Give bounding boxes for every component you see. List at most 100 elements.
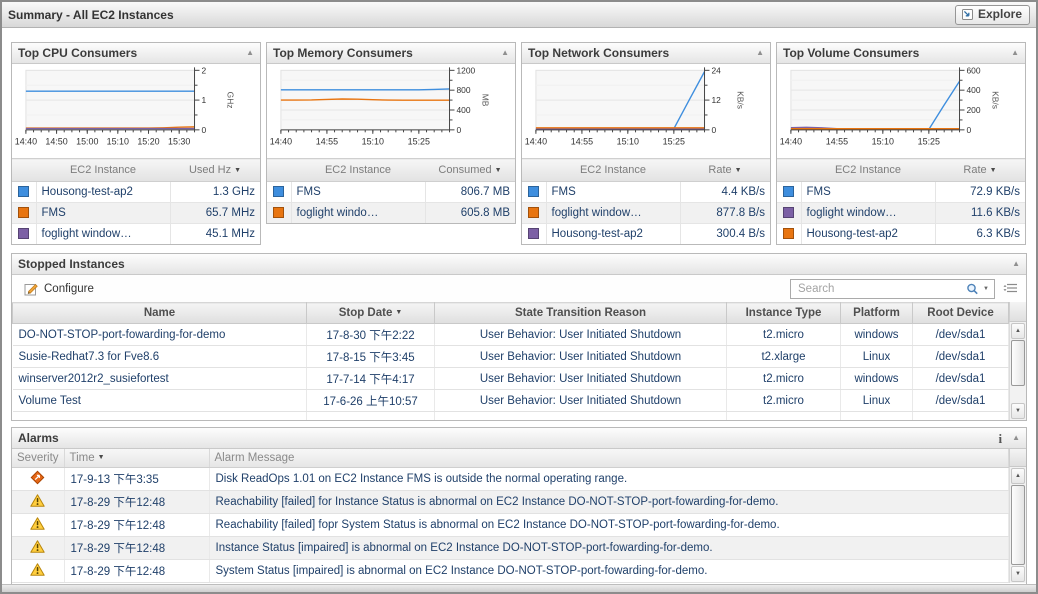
alarm-row[interactable]: 17-8-29 下午12:48 System Status [impaired] … xyxy=(12,559,1009,583)
stopped-instances-header: Stopped Instances ▲ xyxy=(12,254,1026,275)
svg-text:400: 400 xyxy=(456,105,470,115)
collapse-icon[interactable]: ▲ xyxy=(1012,433,1020,442)
instance-name[interactable]: foglight window… xyxy=(36,223,171,244)
scroll-up-button[interactable]: ▲ xyxy=(1011,323,1025,339)
alarms-column-header-0[interactable]: Severity xyxy=(12,449,65,468)
collapse-icon[interactable]: ▲ xyxy=(1011,48,1019,57)
consumer-mini-table: EC2 Instance Used Hz ▼ Housong-test-ap2 1.3 … xyxy=(12,158,260,244)
consumer-row[interactable]: foglight window… 45.1 MHz xyxy=(12,223,260,244)
instance-name-link[interactable]: DO-NOT-STOP-port-fowarding-for-demo xyxy=(12,323,307,346)
search-options-caret-icon[interactable]: ▼ xyxy=(983,285,989,292)
value-column-header[interactable]: Used Hz ▼ xyxy=(170,158,260,182)
panel-title: Top CPU Consumers xyxy=(18,46,138,60)
column-header-0[interactable]: Name xyxy=(12,302,307,324)
scroll-up-button[interactable]: ▲ xyxy=(1011,468,1025,484)
alarms-panel: Alarms i ▲ Severity Time ▼ Alarm Message 17-… xyxy=(11,427,1027,584)
stopped-instances-toolbar: Configure ▼ xyxy=(12,275,1026,302)
stopped-instance-row[interactable]: DO-NOT-STOP-port-fowarding-for-demo 17-8-… xyxy=(12,323,1009,346)
consumer-row[interactable]: foglight window… 877.8 B/s xyxy=(522,202,770,224)
stopped-instance-row[interactable]: winserver2012r2_susiefortest 17-7-14 下午4:… xyxy=(12,367,1009,390)
value-column-header[interactable]: Rate ▼ xyxy=(935,158,1025,182)
column-header-4[interactable]: Platform xyxy=(840,302,913,324)
consumer-mini-table: EC2 Instance Consumed ▼ FMS 806.7 MB foglight… xyxy=(267,158,515,223)
value-column-header[interactable]: Rate ▼ xyxy=(680,158,770,182)
search-box[interactable]: ▼ xyxy=(790,278,995,299)
series-swatch xyxy=(777,181,802,203)
scroll-down-button[interactable]: ▼ xyxy=(1011,403,1025,419)
collapse-icon[interactable]: ▲ xyxy=(1012,259,1020,268)
instance-name[interactable]: Housong-test-ap2 xyxy=(36,181,171,203)
instance-value: 4.4 KB/s xyxy=(680,181,770,203)
consumer-row[interactable]: Housong-test-ap2 6.3 KB/s xyxy=(777,223,1025,244)
consumer-row[interactable]: Housong-test-ap2 300.4 B/s xyxy=(522,223,770,244)
search-icon[interactable] xyxy=(965,282,980,296)
stopped-instance-row[interactable]: Susie-Redhat7.3 for Fve8.6 17-8-15 下午3:45… xyxy=(12,345,1009,368)
instance-name[interactable]: foglight window… xyxy=(546,202,681,224)
severity-cell[interactable] xyxy=(12,490,65,514)
column-header-1[interactable]: Stop Date ▼ xyxy=(306,302,435,324)
scroll-down-button[interactable]: ▼ xyxy=(1011,566,1025,582)
scroll-thumb[interactable] xyxy=(1011,340,1025,386)
alarms-vertical-scrollbar[interactable]: ▲ ▼ xyxy=(1009,467,1026,583)
consumer-row[interactable]: FMS 72.9 KB/s xyxy=(777,181,1025,203)
column-header-2[interactable]: State Transition Reason xyxy=(434,302,727,324)
instance-name[interactable]: Housong-test-ap2 xyxy=(546,223,681,244)
severity-cell[interactable] xyxy=(12,536,65,560)
configure-button[interactable]: Configure xyxy=(20,280,98,298)
instance-column-header[interactable]: EC2 Instance xyxy=(546,158,680,182)
instance-name-link[interactable]: Susie-Redhat7.3 for Fve8.6 xyxy=(12,345,307,368)
consumer-row[interactable]: FMS 65.7 MHz xyxy=(12,202,260,224)
severity-cell[interactable] xyxy=(12,559,65,583)
swatch-column-header xyxy=(12,158,36,182)
info-icon[interactable]: i xyxy=(998,430,1003,446)
table-customizer-icon[interactable] xyxy=(1003,282,1018,295)
instance-name-link[interactable]: winserver2012r2_susiefortest xyxy=(12,367,307,390)
cell: User Behavior: User Initiated Shutdown xyxy=(434,389,727,412)
search-input[interactable] xyxy=(796,281,963,296)
panel-title: Top Network Consumers xyxy=(528,46,670,60)
column-header-3[interactable]: Instance Type xyxy=(726,302,841,324)
collapse-icon[interactable]: ▲ xyxy=(246,48,254,57)
instance-name[interactable]: FMS xyxy=(291,181,426,203)
bottom-scrollbar-strip[interactable] xyxy=(2,584,1036,592)
alarm-row[interactable]: 17-8-29 下午12:48 Reachability [failed] for… xyxy=(12,490,1009,514)
scroll-track[interactable] xyxy=(1010,386,1026,402)
instance-column-header[interactable]: EC2 Instance xyxy=(291,158,425,182)
alarms-column-header-2[interactable]: Alarm Message xyxy=(209,449,1009,468)
value-column-header[interactable]: Consumed ▼ xyxy=(425,158,515,182)
alarm-row[interactable]: 17-8-29 下午12:48 Reachability [failed] fop… xyxy=(12,513,1009,537)
alarm-row[interactable]: 17-8-29 下午12:48 Instance Status [impaired… xyxy=(12,536,1009,560)
instance-column-header[interactable]: EC2 Instance xyxy=(801,158,935,182)
consumer-row[interactable]: FMS 806.7 MB xyxy=(267,181,515,203)
series-swatch xyxy=(12,223,37,244)
instance-column-header[interactable]: EC2 Instance xyxy=(36,158,170,182)
instance-name[interactable]: Housong-test-ap2 xyxy=(801,223,936,244)
collapse-icon[interactable]: ▲ xyxy=(756,48,764,57)
stopped-instances-panel: Stopped Instances ▲ Configure xyxy=(11,253,1027,421)
scrollbar-corner xyxy=(1009,449,1026,467)
consumer-row[interactable]: Housong-test-ap2 1.3 GHz xyxy=(12,181,260,203)
alarm-row[interactable]: 17-9-13 下午3:35 Disk ReadOps 1.01 on EC2 I… xyxy=(12,467,1009,491)
instance-name[interactable]: foglight windo… xyxy=(291,202,426,223)
instance-name[interactable]: FMS xyxy=(36,202,171,224)
severity-cell[interactable] xyxy=(12,467,65,491)
instance-name[interactable]: FMS xyxy=(801,181,936,203)
series-color-swatch-icon xyxy=(528,186,540,198)
instance-name[interactable]: FMS xyxy=(546,181,681,203)
consumer-row[interactable]: foglight windo… 605.8 MB xyxy=(267,202,515,223)
panel-header: Top Memory Consumers ▲ xyxy=(267,43,515,64)
scroll-thumb[interactable] xyxy=(1011,485,1025,565)
collapse-icon[interactable]: ▲ xyxy=(501,48,509,57)
stopped-instance-row[interactable]: Volume Test 17-6-26 上午10:57 User Behavior:… xyxy=(12,389,1009,412)
severity-cell[interactable] xyxy=(12,513,65,537)
instance-name-link[interactable]: Volume Test xyxy=(12,389,307,412)
stopped-vertical-scrollbar[interactable]: ▲ ▼ xyxy=(1009,322,1026,420)
instance-name[interactable]: foglight window… xyxy=(801,202,936,224)
svg-text:15:20: 15:20 xyxy=(137,137,159,147)
alarms-column-header-1[interactable]: Time ▼ xyxy=(64,449,210,468)
consumer-row[interactable]: FMS 4.4 KB/s xyxy=(522,181,770,203)
explore-button[interactable]: Explore xyxy=(954,4,1030,25)
column-header-5[interactable]: Root Device xyxy=(912,302,1009,324)
consumer-row[interactable]: foglight window… 11.6 KB/s xyxy=(777,202,1025,224)
